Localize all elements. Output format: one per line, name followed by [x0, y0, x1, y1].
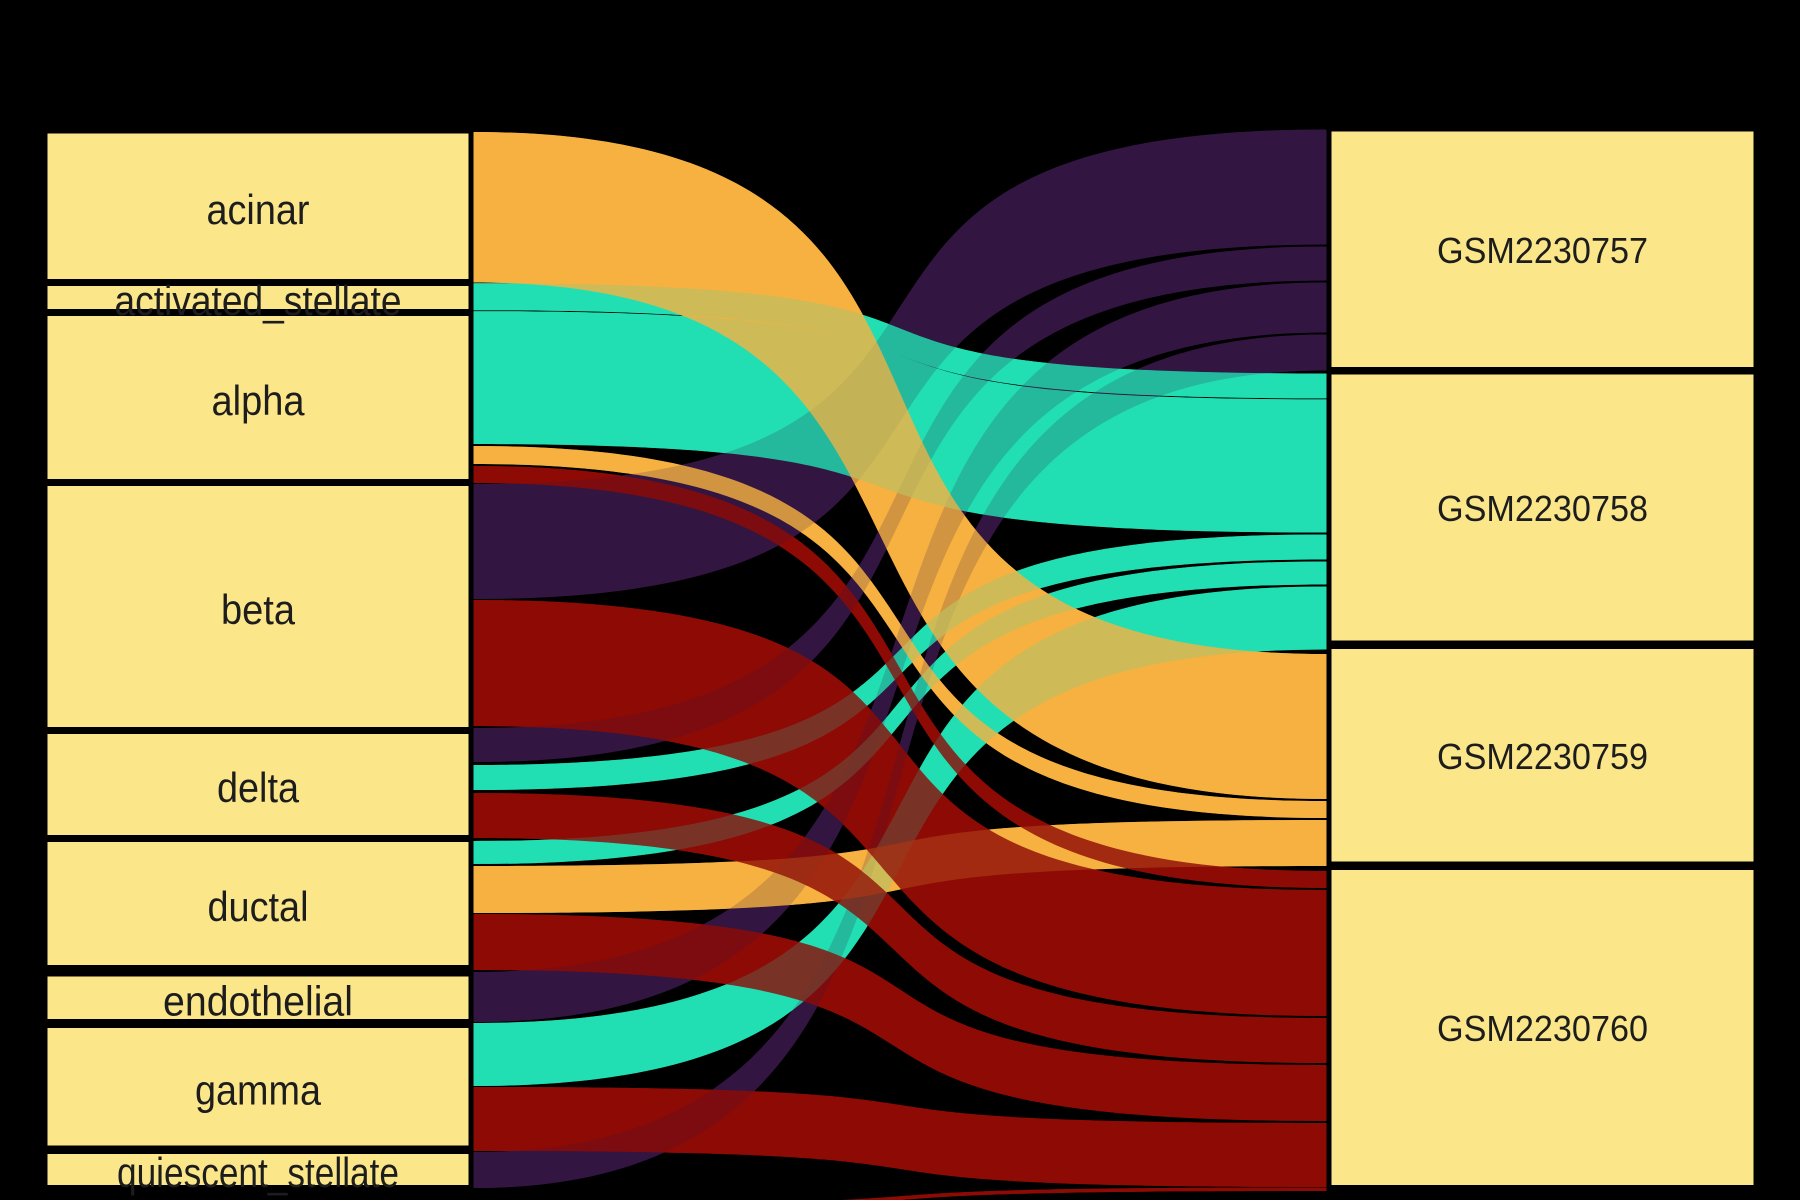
- svg-text:GSM2230760: GSM2230760: [1437, 1008, 1648, 1049]
- svg-text:GSM2230757: GSM2230757: [1437, 230, 1648, 271]
- svg-text:GSM2230758: GSM2230758: [1437, 488, 1648, 529]
- svg-text:ductal: ductal: [208, 883, 309, 930]
- svg-text:GSM2230759: GSM2230759: [1437, 736, 1648, 777]
- svg-text:gamma: gamma: [195, 1066, 322, 1113]
- svg-text:delta: delta: [217, 764, 300, 811]
- svg-text:quiescent_stellate: quiescent_stellate: [117, 1149, 399, 1196]
- svg-text:acinar: acinar: [207, 186, 310, 233]
- svg-text:endothelial: endothelial: [163, 977, 353, 1024]
- svg-text:alpha: alpha: [212, 377, 306, 424]
- svg-text:beta: beta: [221, 586, 296, 633]
- svg-text:activated_stellate: activated_stellate: [115, 277, 402, 324]
